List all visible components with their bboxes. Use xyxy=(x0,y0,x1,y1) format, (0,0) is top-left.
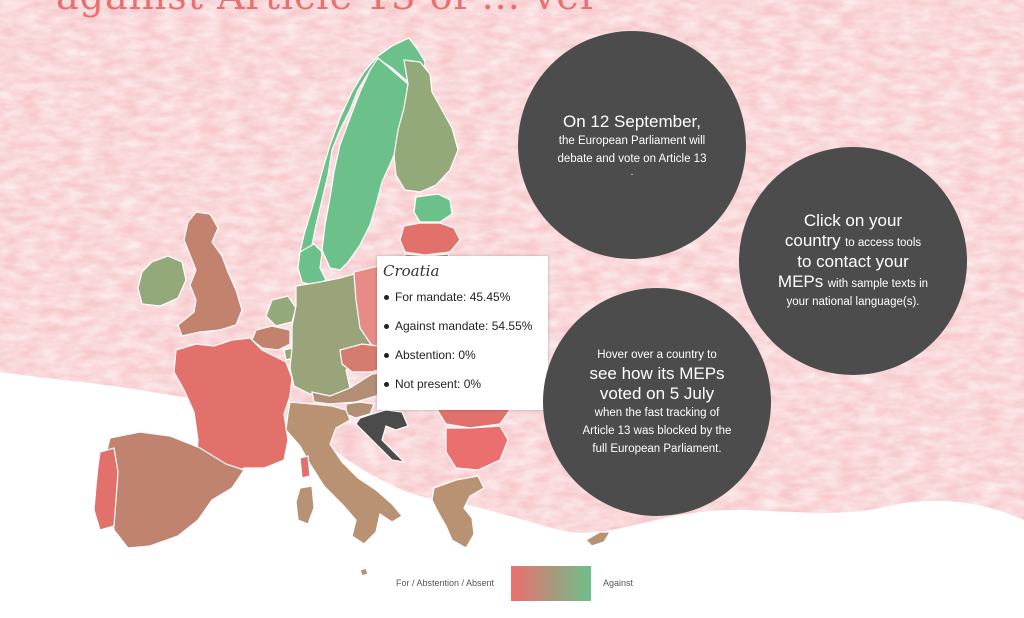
hover-info-line2: see how its MEPs xyxy=(589,364,725,383)
date-info-line2: the European Parliament will xyxy=(558,135,706,147)
tooltip-country-name: Croatia xyxy=(383,262,440,280)
legend-for-label: For / Abstention / Absent xyxy=(396,578,495,588)
country-france-corsica[interactable] xyxy=(299,455,311,479)
hover-info-line6: full European Parliament. xyxy=(592,443,722,455)
tooltip-abstention: Abstention: 0% xyxy=(383,348,542,377)
click-info-meps: MEPs xyxy=(777,272,824,291)
click-info-line5: your national language(s). xyxy=(786,296,920,308)
country-latvia[interactable] xyxy=(399,222,461,256)
country-norway[interactable] xyxy=(299,37,426,256)
country-denmark[interactable] xyxy=(297,243,327,287)
click-info-sample-texts: with sample texts in xyxy=(827,278,929,290)
click-info-access-tools: to access tools xyxy=(845,237,922,249)
click-info-line3: to contact your xyxy=(797,252,909,271)
hover-info-line4: when the fast tracking of xyxy=(594,407,720,419)
date-info-headline: On 12 September, xyxy=(563,112,701,131)
country-netherlands[interactable] xyxy=(265,295,297,327)
country-bulgaria[interactable] xyxy=(445,425,509,471)
hover-info-line5: Article 13 was blocked by the xyxy=(582,425,732,437)
info-circle-hover: Hover over a country to see how its MEPs… xyxy=(543,288,771,516)
country-croatia[interactable] xyxy=(355,409,409,463)
date-info-line3: debate and vote on Article 13 xyxy=(557,153,707,165)
page-title: against Article 13 of ... ver xyxy=(56,0,599,18)
country-malta[interactable] xyxy=(359,567,369,577)
country-cyprus[interactable] xyxy=(585,531,612,547)
country-ireland[interactable] xyxy=(137,255,187,307)
country-estonia[interactable] xyxy=(413,193,453,223)
country-uk[interactable] xyxy=(177,211,243,337)
country-france[interactable] xyxy=(173,337,293,477)
click-info-country: country xyxy=(784,231,841,250)
legend-against-label: Against xyxy=(603,578,634,588)
info-circle-date: On 12 September, the European Parliament… xyxy=(518,31,746,259)
tooltip-vote-list: For mandate: 45.45% Against mandate: 54.… xyxy=(383,290,542,406)
country-tooltip: Croatia For mandate: 45.45% Against mand… xyxy=(377,256,548,410)
legend-gradient-bar xyxy=(511,566,591,601)
tooltip-not-present: Not present: 0% xyxy=(383,377,542,406)
click-info-line1: Click on your xyxy=(803,211,903,230)
country-italy-sardinia[interactable] xyxy=(295,485,315,525)
country-portugal[interactable] xyxy=(93,447,119,531)
tooltip-for-mandate: For mandate: 45.45% xyxy=(383,290,542,319)
country-finland[interactable] xyxy=(393,59,459,193)
hover-info-line1: Hover over a country to xyxy=(597,349,717,361)
info-circle-click: Click on your country to access tools to… xyxy=(739,147,967,375)
country-greece[interactable] xyxy=(431,475,485,549)
tooltip-against-mandate: Against mandate: 54.55% xyxy=(383,319,542,348)
country-italy[interactable] xyxy=(285,401,403,545)
date-info-dot: . xyxy=(630,167,634,178)
hover-info-line3: voted on 5 July xyxy=(599,384,715,403)
